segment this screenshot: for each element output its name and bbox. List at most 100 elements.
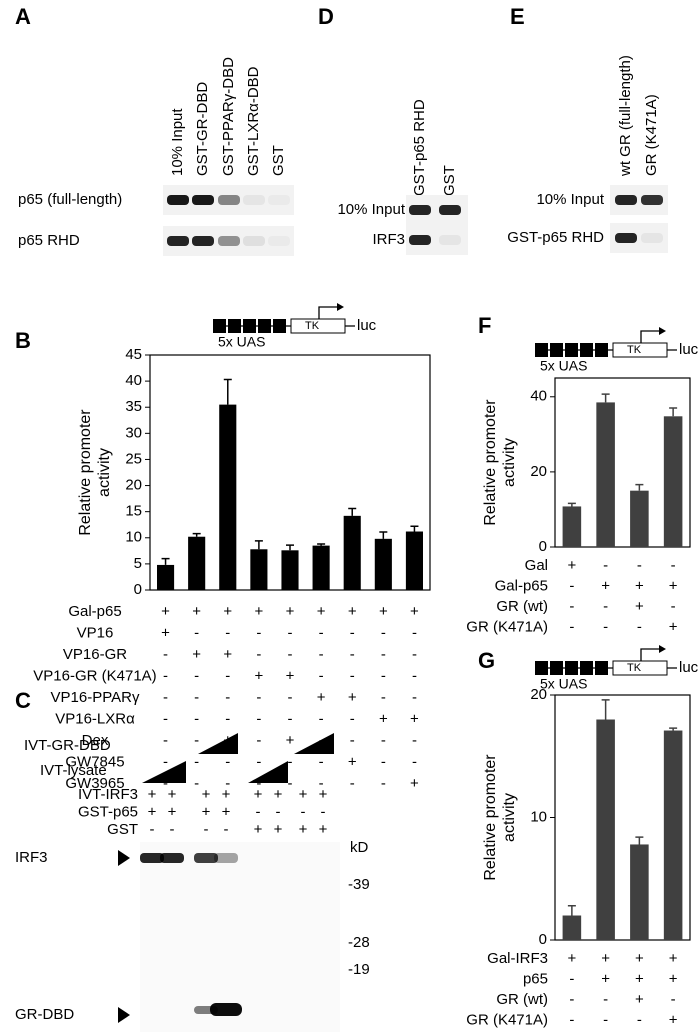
uas-element: [228, 319, 241, 333]
y-tick-label: 35: [125, 398, 142, 415]
sign: +: [348, 753, 357, 770]
y-tick-label: 0: [134, 581, 142, 598]
uas-element: [580, 661, 593, 675]
band: [140, 853, 164, 863]
sign: -: [301, 803, 306, 820]
sign: +: [222, 786, 231, 803]
sign: -: [412, 624, 417, 641]
error-bar: [601, 699, 610, 720]
tss-arrow: [318, 306, 337, 319]
sign: +: [635, 577, 644, 594]
uas-element: [243, 319, 256, 333]
sign: -: [276, 803, 281, 820]
sign: -: [204, 821, 209, 838]
sign: -: [225, 624, 230, 641]
sign: +: [601, 970, 610, 987]
error-bar: [567, 502, 576, 507]
tss-arrow: [640, 648, 659, 661]
sign: -: [163, 710, 168, 727]
bar: [219, 404, 237, 590]
sign: +: [317, 603, 326, 620]
bar: [188, 536, 206, 590]
sign: -: [225, 775, 230, 792]
uas-element: [550, 343, 563, 357]
sign: -: [569, 970, 574, 987]
band: [439, 205, 461, 215]
band: [243, 195, 265, 205]
bar: [663, 416, 683, 547]
condition-label: Gal-p65: [495, 577, 548, 594]
panel-label: C: [15, 688, 31, 713]
bar: [405, 531, 423, 590]
sign: -: [381, 753, 386, 770]
band: [210, 1003, 242, 1016]
plot-frame: [554, 377, 691, 548]
y-axis-label: activity: [96, 448, 113, 497]
bar: [562, 506, 582, 547]
reporter-label: luc: [679, 341, 699, 358]
sign: +: [286, 603, 295, 620]
sign: -: [569, 1011, 574, 1028]
sign: +: [299, 786, 308, 803]
row-label: GST-p65 RHD: [507, 229, 604, 246]
sign: +: [379, 603, 388, 620]
band-label: IRF3: [15, 849, 48, 866]
sign: -: [321, 803, 326, 820]
band: [641, 195, 663, 205]
lane-label: GR (K471A): [643, 94, 660, 176]
bar: [596, 402, 615, 547]
y-tick-label: 15: [125, 503, 142, 520]
sign: +: [254, 786, 263, 803]
y-axis-label: Relative promoter: [482, 754, 499, 881]
condition-label: GR (wt): [496, 991, 548, 1008]
condition-label: GR (K471A): [466, 1011, 548, 1028]
y-axis-label: activity: [501, 793, 518, 842]
sign: -: [288, 646, 293, 663]
sign: -: [603, 1011, 608, 1028]
lane-label: GST: [270, 145, 287, 176]
sign: +: [635, 970, 644, 987]
sign: -: [288, 775, 293, 792]
band: [615, 233, 637, 243]
sign: +: [192, 603, 201, 620]
sign: -: [569, 991, 574, 1008]
sign: +: [223, 646, 232, 663]
sign: -: [569, 618, 574, 635]
sign: -: [671, 598, 676, 615]
sign: +: [348, 689, 357, 706]
sign: -: [256, 732, 261, 749]
uas-element: [565, 661, 578, 675]
tss-arrowhead: [659, 327, 666, 335]
error-bar: [410, 525, 419, 532]
bar: [562, 915, 582, 940]
band: [243, 236, 265, 246]
panel-label: G: [478, 648, 495, 673]
sign: +: [255, 603, 264, 620]
error-bar: [601, 393, 610, 403]
sign: +: [669, 970, 678, 987]
sign: -: [288, 689, 293, 706]
uas-element: [580, 343, 593, 357]
promoter-label: TK: [627, 344, 642, 356]
band: [641, 233, 663, 243]
band: [218, 195, 240, 205]
sign: -: [381, 732, 386, 749]
condition-label: GW7845: [65, 753, 124, 770]
bar: [281, 550, 299, 590]
sign: -: [194, 775, 199, 792]
error-bar: [567, 904, 576, 916]
error-bar: [635, 836, 644, 845]
sign: -: [412, 753, 417, 770]
row-label: p65 (full-length): [18, 191, 122, 208]
band: [194, 853, 218, 863]
sign: +: [601, 950, 610, 967]
band: [615, 195, 637, 205]
sign: +: [348, 603, 357, 620]
uas-element: [595, 343, 608, 357]
y-tick-label: 20: [530, 686, 547, 703]
sign: +: [669, 577, 678, 594]
sign: -: [671, 557, 676, 574]
y-tick-label: 40: [125, 372, 142, 389]
y-axis-label: activity: [501, 438, 518, 487]
lane-label: GST-p65 RHD: [411, 99, 428, 196]
